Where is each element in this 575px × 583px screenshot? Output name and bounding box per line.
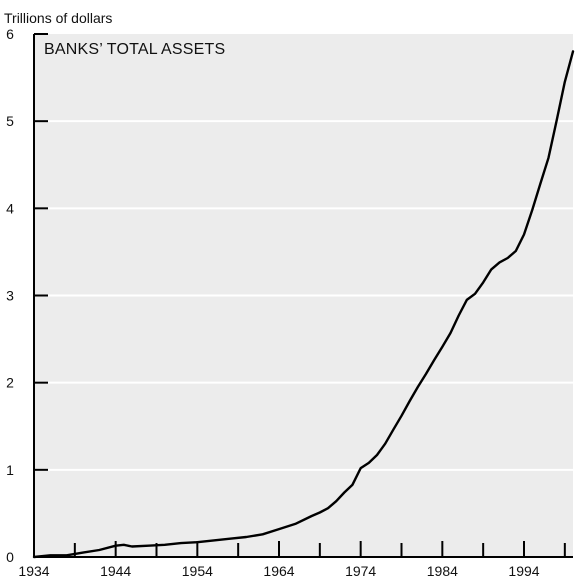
y-tick-label: 6 [6, 26, 14, 42]
y-tick-label: 0 [6, 549, 14, 565]
y-tick-label: 2 [6, 375, 14, 391]
y-tick-label: 5 [6, 113, 14, 129]
y-tick-label: 3 [6, 288, 14, 304]
series-line-total-assets [32, 50, 575, 559]
y-tick-labels: 0 1 2 3 4 5 6 [6, 26, 14, 565]
x-tick-labels: 1934 1944 1954 1964 1974 1984 1994 [18, 563, 539, 579]
x-tick-label: 1994 [508, 563, 539, 579]
x-tick-label: 1984 [427, 563, 458, 579]
x-tick-label: 1964 [263, 563, 294, 579]
y-tick-label: 4 [6, 200, 14, 216]
x-tick-label: 1934 [18, 563, 49, 579]
x-tick-label: 1974 [345, 563, 376, 579]
chart-title: BANKS’ TOTAL ASSETS [44, 41, 225, 58]
x-tick-label: 1944 [100, 563, 131, 579]
y-axis-unit-label: Trillions of dollars [4, 10, 112, 26]
y-tick-label: 1 [6, 462, 14, 478]
x-tick-label: 1954 [182, 563, 213, 579]
